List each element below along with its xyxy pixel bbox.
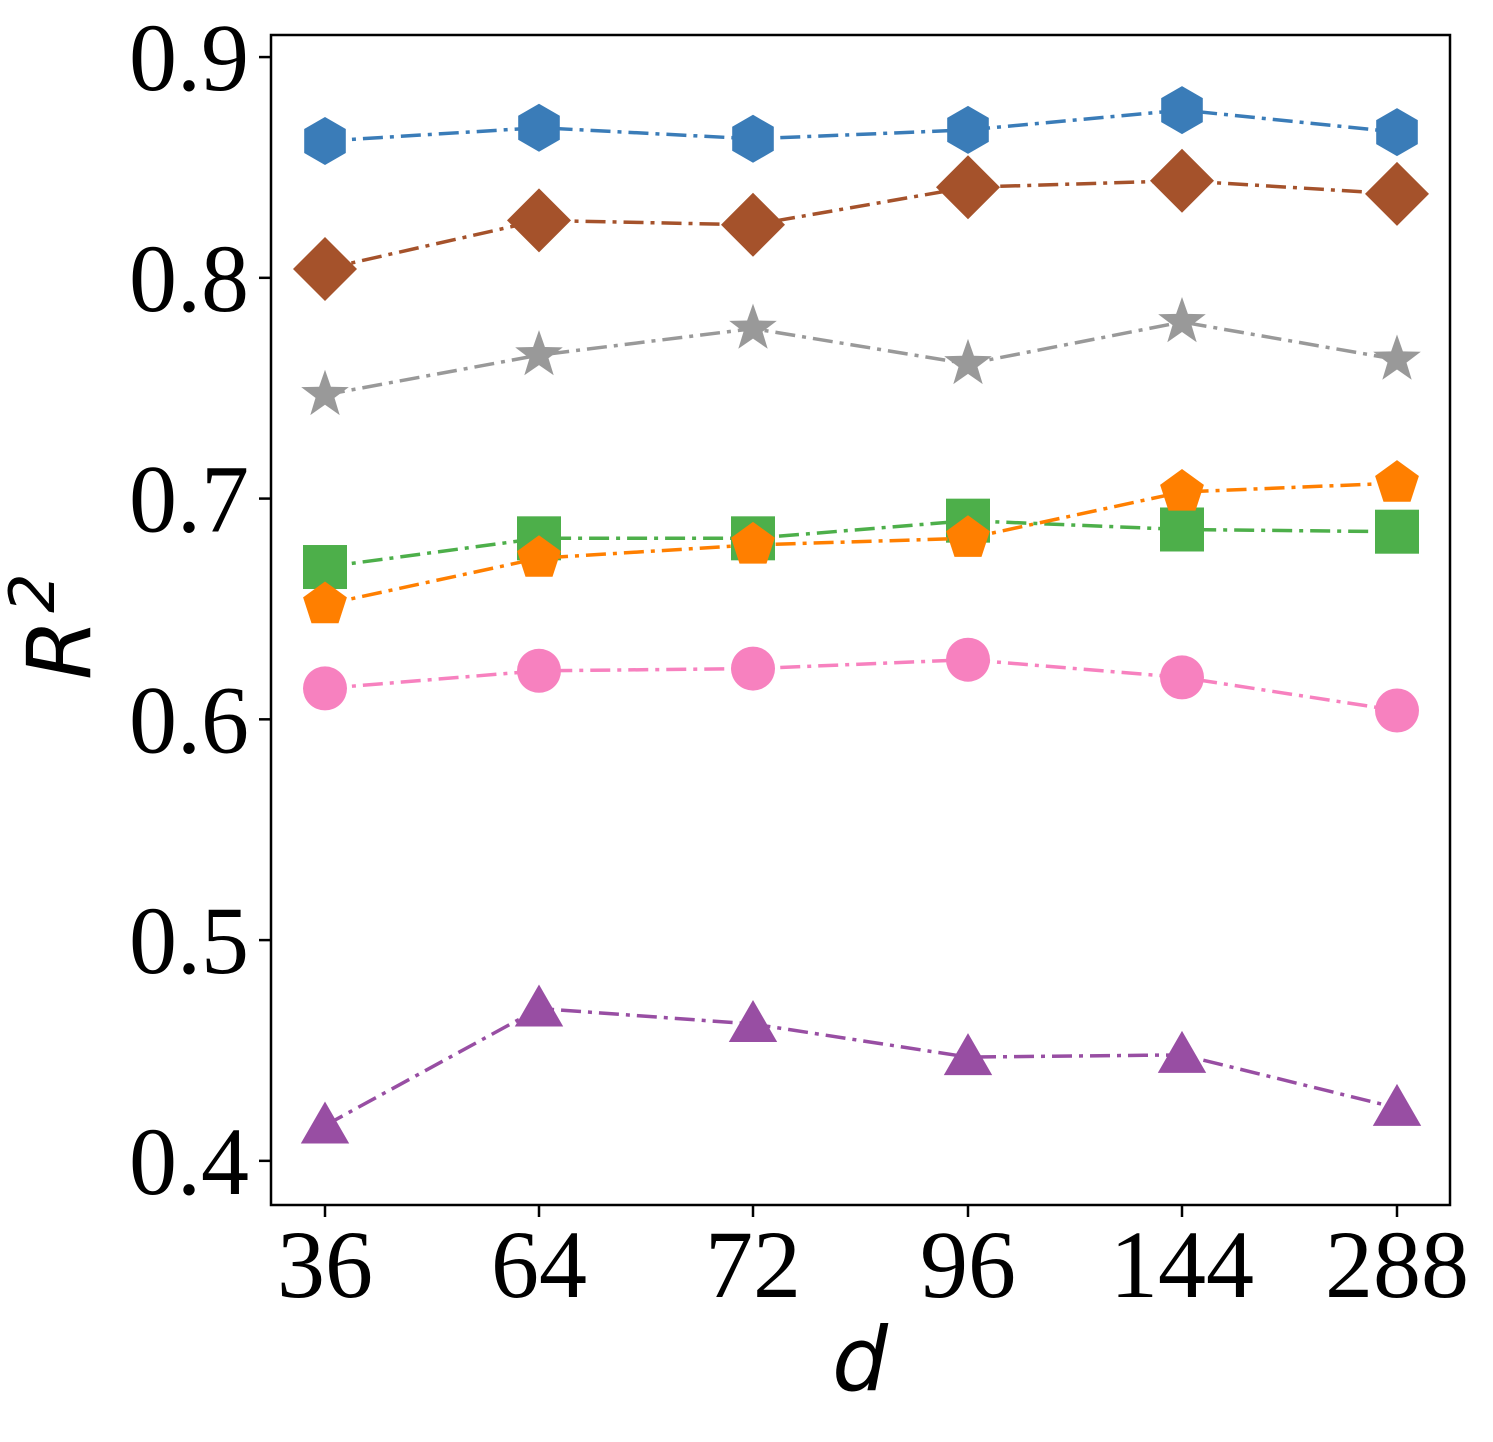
x-tick-label: 72 bbox=[705, 1211, 801, 1318]
data-point-gray-star bbox=[515, 330, 563, 376]
data-point-gray-star bbox=[1373, 334, 1421, 380]
y-tick-label: 0.4 bbox=[129, 1108, 249, 1215]
data-point-purple-triangle bbox=[1372, 1083, 1422, 1126]
data-point-blue-hexagon bbox=[304, 117, 346, 165]
data-point-blue-hexagon bbox=[1376, 108, 1418, 157]
series-line-blue-hexagon bbox=[324, 108, 1398, 143]
data-point-green-square bbox=[1160, 507, 1204, 552]
x-axis-title: d bbox=[832, 1308, 889, 1411]
data-point-pink-circle bbox=[517, 648, 561, 693]
data-point-purple-triangle bbox=[514, 984, 564, 1027]
data-point-brown-diamond bbox=[293, 237, 357, 301]
series-line-purple-triangle bbox=[324, 1006, 1398, 1128]
x-tick-label: 96 bbox=[920, 1211, 1016, 1318]
data-point-gray-star bbox=[944, 338, 992, 385]
series-brown-diamond bbox=[293, 148, 1429, 301]
x-tick-label: 144 bbox=[1110, 1211, 1254, 1318]
series-purple-triangle bbox=[300, 984, 1422, 1144]
data-point-blue-hexagon bbox=[1161, 86, 1203, 135]
data-point-gray-star bbox=[1158, 297, 1206, 343]
series-orange-pentagon bbox=[303, 460, 1419, 624]
data-point-pink-circle bbox=[731, 646, 775, 691]
y-tick-label: 0.7 bbox=[129, 446, 249, 553]
data-point-brown-diamond bbox=[1365, 161, 1429, 226]
data-point-gray-star bbox=[729, 303, 777, 349]
data-point-pink-circle bbox=[946, 637, 990, 682]
series-gray-star bbox=[301, 297, 1421, 416]
series-green-square bbox=[303, 498, 1419, 590]
data-point-orange-pentagon bbox=[731, 521, 775, 564]
data-point-orange-pentagon bbox=[1375, 460, 1419, 502]
x-tick-label: 64 bbox=[491, 1211, 587, 1318]
data-point-brown-diamond bbox=[1150, 148, 1214, 213]
x-tick-label: 288 bbox=[1325, 1211, 1469, 1318]
data-point-purple-triangle bbox=[943, 1033, 993, 1076]
data-point-orange-pentagon bbox=[517, 535, 561, 577]
series-blue-hexagon bbox=[304, 86, 1418, 165]
data-point-purple-triangle bbox=[728, 1000, 778, 1042]
data-point-blue-hexagon bbox=[518, 103, 560, 152]
x-tick-label: 36 bbox=[277, 1211, 373, 1318]
data-point-blue-hexagon bbox=[947, 105, 989, 154]
y-axis-title-base: R bbox=[8, 619, 111, 680]
data-point-brown-diamond bbox=[936, 155, 1000, 220]
series-layer bbox=[293, 86, 1429, 1144]
y-tick-label: 0.8 bbox=[129, 225, 249, 332]
y-axis-title-superscript: 2 bbox=[0, 573, 69, 612]
data-point-gray-star bbox=[301, 369, 349, 416]
data-point-brown-diamond bbox=[721, 192, 785, 257]
data-point-brown-diamond bbox=[507, 188, 571, 253]
data-point-orange-pentagon bbox=[946, 515, 990, 557]
series-line-orange-pentagon bbox=[324, 481, 1398, 607]
y-tick-label: 0.9 bbox=[129, 4, 249, 111]
series-line-pink-circle bbox=[324, 657, 1398, 713]
data-point-purple-triangle bbox=[1157, 1030, 1207, 1073]
data-point-green-square bbox=[1375, 509, 1419, 554]
plot-area-frame bbox=[269, 33, 1452, 1207]
series-pink-circle bbox=[303, 637, 1419, 733]
svg-text:R2: R2 bbox=[0, 573, 111, 680]
axes-layer: 0.4 0.5 0.6 0.7 0.8 0.9 36 64 72 96 144 288 bbox=[129, 4, 1469, 1318]
series-line-gray-star bbox=[324, 320, 1398, 397]
y-tick-label: 0.5 bbox=[129, 887, 249, 994]
data-point-pink-circle bbox=[1160, 655, 1204, 700]
series-line-brown-diamond bbox=[324, 178, 1398, 271]
y-tick-label: 0.6 bbox=[129, 666, 249, 773]
data-point-purple-triangle bbox=[300, 1101, 350, 1144]
data-point-pink-circle bbox=[303, 666, 347, 711]
series-line-green-square bbox=[324, 518, 1398, 569]
data-point-blue-hexagon bbox=[732, 114, 774, 163]
data-point-orange-pentagon bbox=[303, 581, 347, 624]
data-point-orange-pentagon bbox=[1160, 469, 1204, 511]
y-axis-title: R2 bbox=[0, 573, 111, 680]
data-point-pink-circle bbox=[1375, 688, 1419, 733]
